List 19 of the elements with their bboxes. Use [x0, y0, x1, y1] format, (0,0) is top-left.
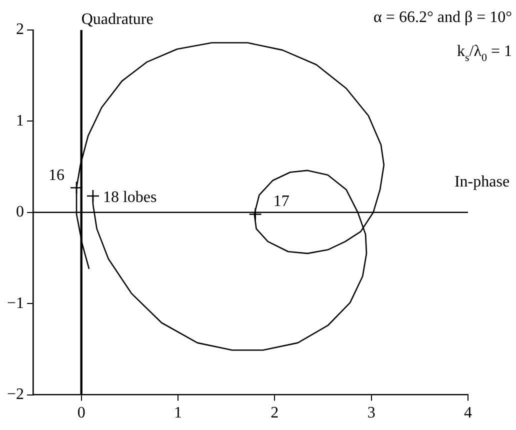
x-tick-label: 0 — [77, 404, 86, 422]
x-tick-label: 4 — [464, 404, 472, 422]
y-tick-label: 1 — [16, 112, 24, 130]
point — [248, 208, 262, 221]
x-tick-label: 2 — [270, 404, 279, 422]
y-tick-label: −2 — [6, 386, 24, 404]
annotation: 18 lobes — [102, 188, 157, 206]
text: α = 66.2° and β = 10° — [374, 9, 512, 26]
y-tick-label: −1 — [6, 294, 24, 312]
y-tick-label: 0 — [16, 204, 24, 221]
ref-line-label: Quadrature — [81, 11, 154, 28]
point — [86, 189, 100, 203]
annotation: 16 — [48, 166, 65, 184]
x-tick-label: 3 — [367, 404, 376, 422]
x-tick-label: 1 — [174, 404, 182, 422]
point — [70, 181, 84, 194]
annotation: 17 — [273, 193, 290, 210]
y-tick-label: 2 — [16, 21, 24, 38]
ref-line-label: In-phase — [454, 173, 510, 190]
